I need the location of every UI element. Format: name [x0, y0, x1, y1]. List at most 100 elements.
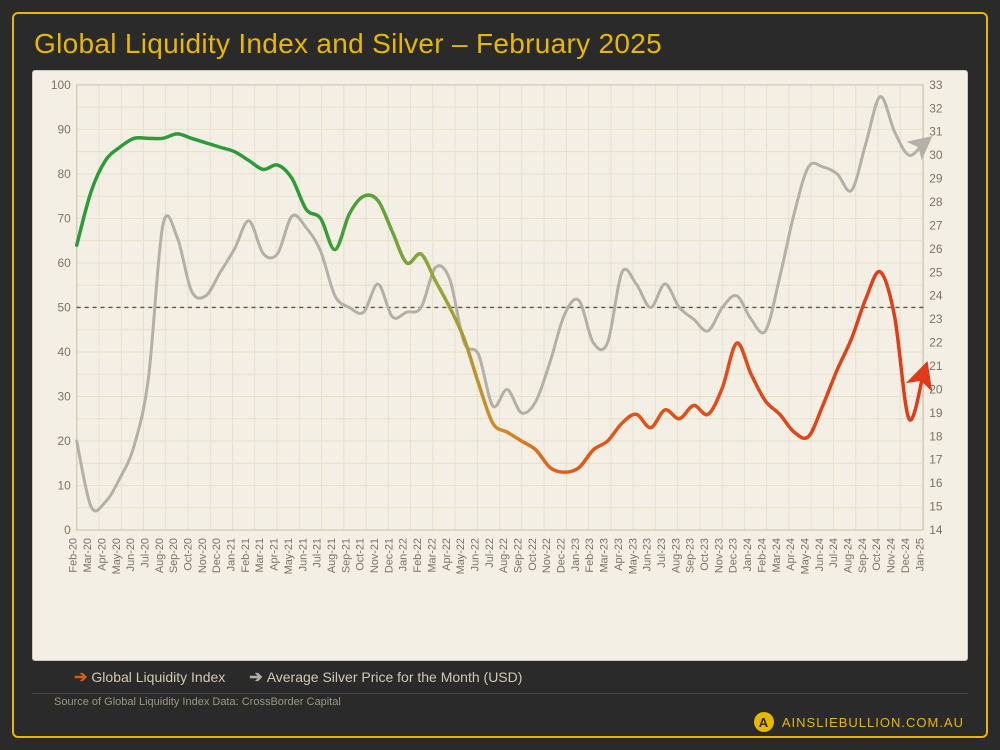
- svg-text:17: 17: [929, 453, 943, 467]
- svg-text:Feb-20: Feb-20: [68, 538, 80, 573]
- brand-text: AINSLIEBULLION.COM.AU: [782, 715, 964, 730]
- svg-text:Aug-21: Aug-21: [326, 538, 338, 573]
- svg-text:33: 33: [929, 78, 943, 92]
- svg-text:40: 40: [58, 345, 72, 359]
- svg-text:Oct-20: Oct-20: [183, 538, 195, 571]
- footer: A AINSLIEBULLION.COM.AU: [14, 708, 986, 736]
- brand-logo-icon: A: [754, 712, 774, 732]
- svg-text:28: 28: [929, 195, 943, 209]
- svg-text:20: 20: [929, 382, 943, 396]
- svg-text:Jan-21: Jan-21: [226, 538, 238, 571]
- svg-text:Jan-23: Jan-23: [570, 538, 582, 571]
- svg-text:Apr-21: Apr-21: [269, 538, 281, 571]
- svg-text:Apr-23: Apr-23: [613, 538, 625, 571]
- svg-text:Jun-24: Jun-24: [814, 538, 826, 571]
- svg-text:29: 29: [929, 172, 943, 186]
- svg-text:Jun-21: Jun-21: [297, 538, 309, 571]
- svg-text:30: 30: [929, 148, 943, 162]
- svg-text:Nov-22: Nov-22: [541, 538, 553, 573]
- svg-text:Oct-21: Oct-21: [355, 538, 367, 571]
- svg-text:25: 25: [929, 265, 943, 279]
- svg-text:14: 14: [929, 523, 943, 537]
- svg-text:Apr-22: Apr-22: [441, 538, 453, 571]
- svg-text:Oct-22: Oct-22: [527, 538, 539, 571]
- svg-text:Mar-22: Mar-22: [426, 538, 438, 573]
- svg-text:Dec-20: Dec-20: [211, 538, 223, 573]
- svg-text:Jan-25: Jan-25: [914, 538, 926, 571]
- svg-text:Sep-23: Sep-23: [685, 538, 697, 573]
- svg-text:18: 18: [929, 429, 943, 443]
- svg-text:Mar-20: Mar-20: [82, 538, 94, 573]
- svg-text:15: 15: [929, 500, 943, 514]
- svg-text:26: 26: [929, 242, 943, 256]
- svg-text:Jul-23: Jul-23: [656, 538, 668, 568]
- svg-text:Jan-22: Jan-22: [398, 538, 410, 571]
- svg-text:Jul-21: Jul-21: [312, 538, 324, 568]
- svg-text:Sep-24: Sep-24: [857, 538, 869, 573]
- svg-text:70: 70: [58, 211, 72, 225]
- svg-text:May-20: May-20: [111, 538, 123, 574]
- svg-text:Jun-22: Jun-22: [469, 538, 481, 571]
- svg-text:80: 80: [58, 167, 72, 181]
- svg-text:20: 20: [58, 434, 72, 448]
- svg-text:24: 24: [929, 289, 943, 303]
- svg-text:Jun-20: Jun-20: [125, 538, 137, 571]
- svg-text:60: 60: [58, 256, 72, 270]
- svg-text:Dec-24: Dec-24: [900, 538, 912, 573]
- svg-text:Nov-23: Nov-23: [713, 538, 725, 573]
- arrow-icon: ➔: [74, 669, 87, 686]
- legend-label-2: Average Silver Price for the Month (USD): [267, 669, 523, 685]
- svg-text:50: 50: [58, 300, 72, 314]
- svg-text:Jan-24: Jan-24: [742, 538, 754, 571]
- svg-text:30: 30: [58, 389, 72, 403]
- svg-text:Mar-24: Mar-24: [771, 538, 783, 573]
- chart-frame: Global Liquidity Index and Silver – Febr…: [12, 12, 988, 738]
- svg-text:32: 32: [929, 101, 943, 115]
- svg-text:Oct-23: Oct-23: [699, 538, 711, 571]
- svg-text:Oct-24: Oct-24: [871, 538, 883, 571]
- svg-text:Jul-24: Jul-24: [828, 538, 840, 568]
- legend-item-silver: ➔ Average Silver Price for the Month (USD…: [249, 667, 522, 687]
- svg-text:23: 23: [929, 312, 943, 326]
- svg-text:May-21: May-21: [283, 538, 295, 574]
- svg-text:Feb-24: Feb-24: [756, 538, 768, 573]
- legend-item-liquidity: ➔Global Liquidity Index: [74, 667, 225, 687]
- svg-text:May-24: May-24: [799, 538, 811, 574]
- svg-text:27: 27: [929, 218, 943, 232]
- svg-text:Nov-21: Nov-21: [369, 538, 381, 573]
- svg-text:Feb-23: Feb-23: [584, 538, 596, 573]
- svg-text:Nov-20: Nov-20: [197, 538, 209, 573]
- svg-text:31: 31: [929, 125, 943, 139]
- svg-text:0: 0: [64, 523, 71, 537]
- svg-text:Feb-21: Feb-21: [240, 538, 252, 573]
- svg-text:May-23: May-23: [627, 538, 639, 574]
- svg-text:Feb-22: Feb-22: [412, 538, 424, 573]
- svg-text:Aug-23: Aug-23: [670, 538, 682, 573]
- svg-text:22: 22: [929, 336, 943, 350]
- svg-text:Mar-21: Mar-21: [254, 538, 266, 573]
- plot-area: 0102030405060708090100141516171819202122…: [32, 70, 968, 661]
- svg-text:Sep-21: Sep-21: [340, 538, 352, 573]
- svg-text:21: 21: [929, 359, 943, 373]
- svg-text:Apr-24: Apr-24: [785, 538, 797, 571]
- legend: ➔Global Liquidity Index ➔Average Silver …: [14, 661, 986, 693]
- svg-text:10: 10: [58, 479, 72, 493]
- svg-text:100: 100: [51, 78, 71, 92]
- legend-label-1: Global Liquidity Index: [91, 669, 225, 685]
- svg-text:Dec-21: Dec-21: [383, 538, 395, 573]
- arrow-icon: ➔: [249, 669, 262, 686]
- svg-text:Dec-22: Dec-22: [556, 538, 568, 573]
- svg-text:19: 19: [929, 406, 943, 420]
- chart-svg: 0102030405060708090100141516171819202122…: [33, 71, 967, 608]
- svg-text:Aug-20: Aug-20: [154, 538, 166, 573]
- source-text: Source of Global Liquidity Index Data: C…: [32, 693, 968, 708]
- svg-text:90: 90: [58, 122, 72, 136]
- svg-text:Apr-20: Apr-20: [96, 538, 108, 571]
- svg-text:Sep-22: Sep-22: [513, 538, 525, 573]
- svg-text:Jul-22: Jul-22: [484, 538, 496, 568]
- chart-title: Global Liquidity Index and Silver – Febr…: [14, 14, 986, 70]
- svg-text:Aug-22: Aug-22: [498, 538, 510, 573]
- svg-text:Jul-20: Jul-20: [139, 538, 151, 568]
- svg-text:Jun-23: Jun-23: [642, 538, 654, 571]
- svg-text:Aug-24: Aug-24: [843, 538, 855, 573]
